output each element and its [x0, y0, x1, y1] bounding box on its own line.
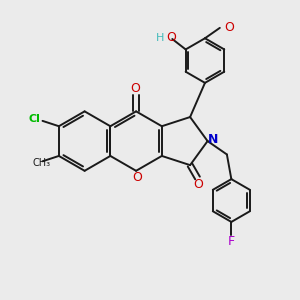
Text: N: N [208, 133, 218, 146]
Text: O: O [133, 171, 142, 184]
Text: F: F [228, 235, 235, 248]
Text: O: O [224, 21, 234, 34]
Text: CH₃: CH₃ [32, 158, 50, 168]
Text: Cl: Cl [28, 114, 40, 124]
Text: O: O [193, 178, 203, 191]
Text: O: O [166, 31, 176, 44]
Text: H: H [156, 32, 164, 43]
Text: O: O [130, 82, 140, 95]
